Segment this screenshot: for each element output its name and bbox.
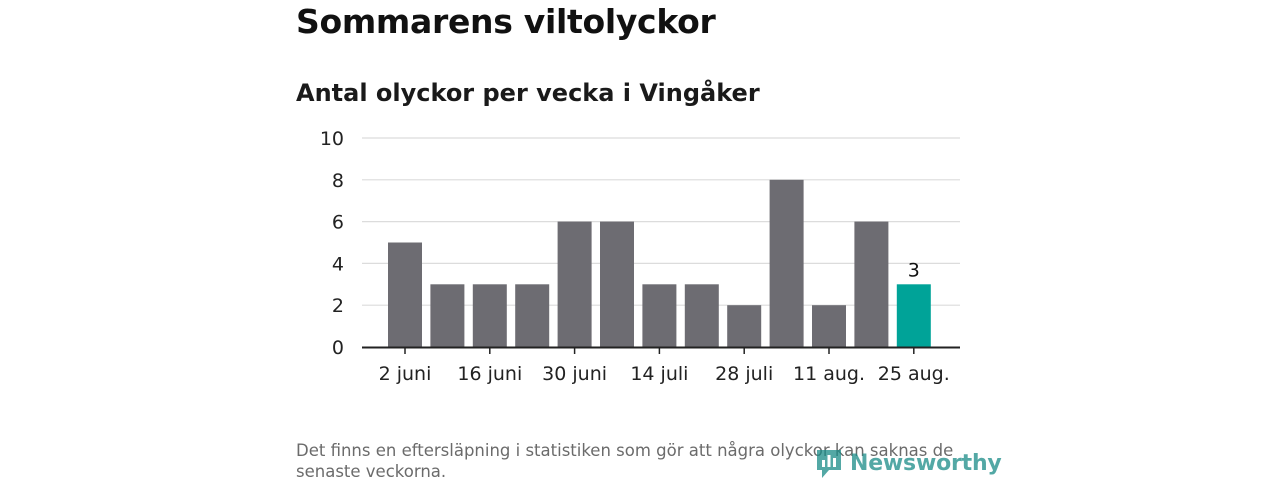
newsworthy-logo: Newsworthy bbox=[814, 445, 1002, 481]
x-tick-label: 25 aug. bbox=[878, 363, 950, 385]
bar bbox=[472, 284, 507, 347]
bar-highlight bbox=[896, 284, 931, 347]
x-tick-label: 2 juni bbox=[379, 363, 432, 385]
chart-title: Sommarens viltolyckor bbox=[296, 2, 716, 41]
bar-chart: 0 2 4 6 8 10 3 2 juni 16 juni 30 juni 14 juli 28 ju… bbox=[320, 128, 960, 385]
bar bbox=[684, 284, 719, 347]
y-tick-label: 2 bbox=[332, 295, 344, 317]
bar bbox=[515, 284, 550, 347]
newsworthy-logo-icon bbox=[817, 450, 841, 478]
bar bbox=[642, 284, 677, 347]
x-tick-label: 14 juli bbox=[630, 363, 688, 385]
bar bbox=[430, 284, 465, 347]
bar bbox=[769, 179, 804, 347]
x-tick-label: 28 juli bbox=[715, 363, 773, 385]
bar bbox=[812, 305, 846, 347]
y-tick-label: 10 bbox=[320, 128, 344, 150]
y-tick-label: 6 bbox=[332, 212, 344, 234]
bar bbox=[727, 305, 762, 347]
y-tick-label: 4 bbox=[332, 253, 344, 275]
data-label: 3 bbox=[908, 259, 920, 281]
y-tick-label: 8 bbox=[332, 170, 344, 192]
bar bbox=[557, 221, 592, 347]
x-tick-label: 30 juni bbox=[542, 363, 607, 385]
y-tick-label: 0 bbox=[332, 337, 344, 359]
x-tick-label: 11 aug. bbox=[793, 363, 865, 385]
chart-subtitle: Antal olyckor per vecka i Vingåker bbox=[296, 79, 760, 107]
bar bbox=[854, 221, 889, 347]
bar bbox=[388, 242, 422, 347]
footnote: Det finns en eftersläpning i statistiken… bbox=[296, 441, 954, 481]
bar bbox=[600, 221, 634, 347]
brand-name: Newsworthy bbox=[850, 450, 1002, 476]
x-tick-label: 16 juni bbox=[457, 363, 522, 385]
